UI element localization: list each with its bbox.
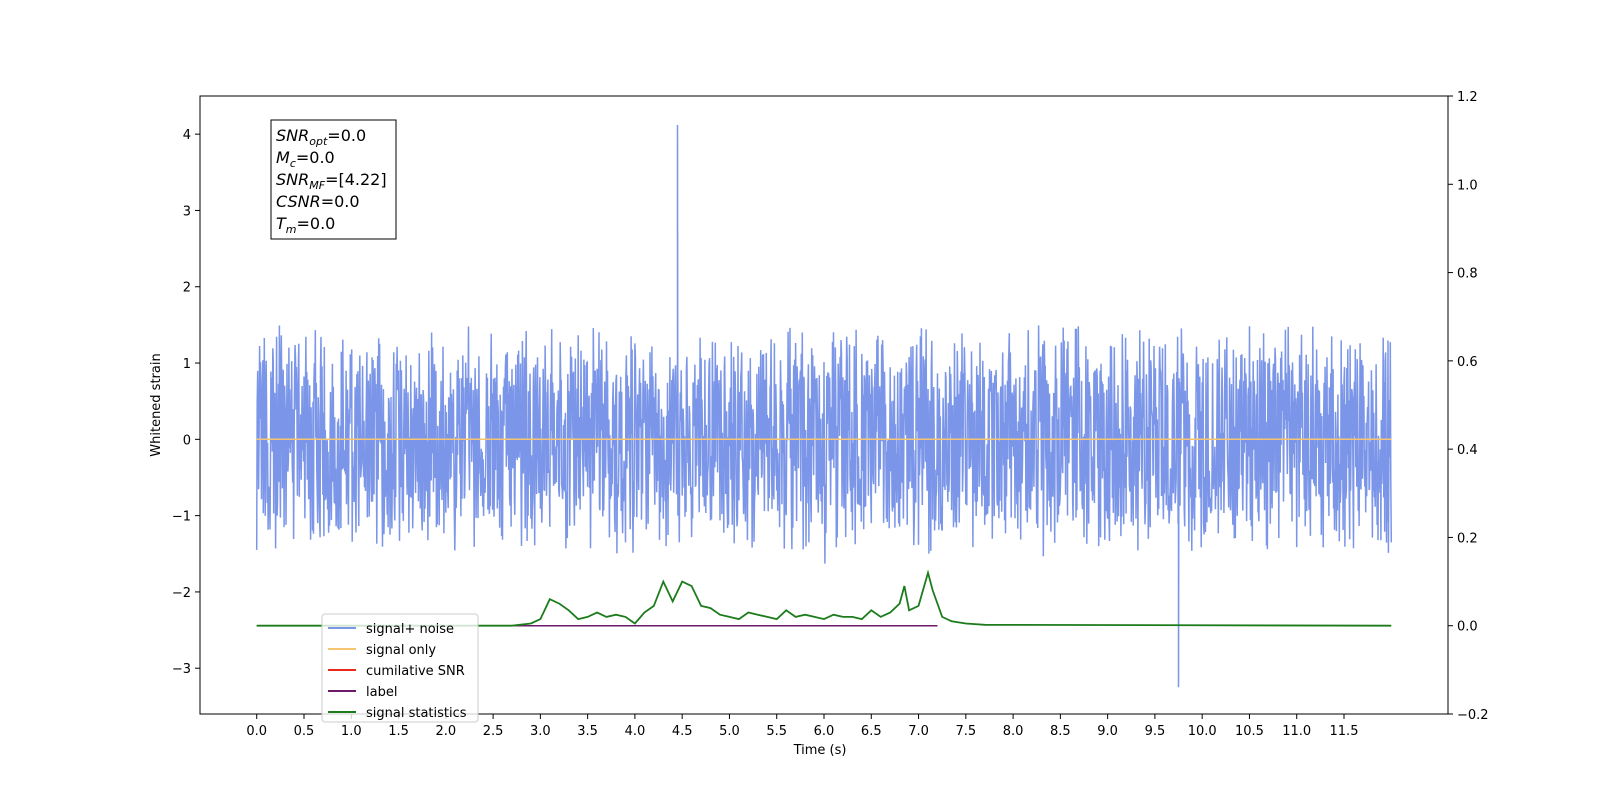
y2-tick-label: 0.0	[1457, 620, 1478, 635]
info-box-symbol: SNR	[276, 126, 309, 145]
info-box-frame	[270, 119, 397, 240]
y-tick-label: −3	[172, 662, 191, 677]
legend-entry-label: label	[366, 685, 397, 700]
info-box-line: CSNR=0.0	[276, 192, 360, 211]
x-tick-label: 7.5	[955, 724, 976, 739]
y-tick-label: 2	[183, 281, 191, 296]
info-box-value: =0.0	[297, 214, 336, 233]
info-box-symbol: SNR	[276, 170, 309, 189]
y-tick-label: 0	[183, 433, 191, 448]
info-box-subscript: opt	[309, 135, 328, 148]
legend-entry-label: signal statistics	[366, 706, 467, 721]
y2-tick-label: 1.2	[1457, 90, 1478, 105]
info-box-value: =0.0	[321, 192, 360, 211]
x-tick-label: 10.5	[1235, 724, 1264, 739]
signal-plus-noise-series	[255, 124, 1393, 688]
y2-tick-label: 1.0	[1457, 178, 1478, 193]
x-tick-label: 3.5	[577, 724, 598, 739]
y2-tick-label: 0.2	[1457, 531, 1478, 546]
x-tick-label: 1.0	[341, 724, 362, 739]
x-tick-label: 7.0	[908, 724, 929, 739]
x-tick-label: 2.5	[483, 724, 504, 739]
y-tick-label: 4	[183, 128, 191, 143]
y2-tick-label: 0.8	[1457, 267, 1478, 282]
info-box-line: Mc=0.0	[276, 148, 335, 170]
x-tick-label: 10.0	[1188, 724, 1217, 739]
info-box-line: Tm=0.0	[276, 214, 335, 236]
info-box-value: =[4.22]	[325, 170, 387, 189]
y2-tick-label: 0.6	[1457, 355, 1478, 370]
x-axis: 0.0 0.5 1.0 1.5 2.0 2.5 3.0 3.5 4.0 4.5 5.0 5.5 6.0 6…	[246, 714, 1358, 739]
x-tick-label: 9.5	[1145, 724, 1166, 739]
legend-entry-label: signal+ noise	[366, 622, 454, 637]
y-axis-right: 1.2 1.0 0.8 0.6 0.4 0.2 0.0 −0.2	[1448, 90, 1489, 723]
series-line-signal-statistics	[256, 569, 1392, 627]
x-tick-label: 0.0	[246, 724, 267, 739]
x-tick-label: 3.0	[530, 724, 551, 739]
legend-entry-label: signal only	[366, 643, 436, 658]
info-box-line: SNRMF=[4.22]	[276, 170, 387, 192]
x-tick-label: 6.5	[861, 724, 882, 739]
signal-plus-noise-line	[255, 124, 1393, 688]
x-tick-label: 5.5	[766, 724, 787, 739]
y-tick-label: 3	[183, 204, 191, 219]
x-tick-label: 4.5	[672, 724, 693, 739]
x-tick-label: 4.0	[625, 724, 646, 739]
info-box-value: =0.0	[327, 126, 366, 145]
info-box-line: SNRopt=0.0	[276, 126, 366, 148]
x-tick-label: 1.5	[388, 724, 409, 739]
x-axis-label: Time (s)	[793, 743, 847, 758]
legend-entry-label: cumilative SNR	[366, 664, 465, 679]
info-box-symbol: CSNR	[276, 192, 321, 211]
info-box: SNRopt=0.0Mc=0.0SNRMF=[4.22]CSNR=0.0Tm=0…	[270, 119, 397, 240]
info-box-symbol: M	[276, 148, 290, 167]
x-tick-label: 2.0	[435, 724, 456, 739]
x-tick-label: 0.5	[294, 724, 315, 739]
y-axis-left: 4 3 2 1 0 −1 −2 −3	[172, 128, 200, 677]
x-tick-label: 9.0	[1097, 724, 1118, 739]
x-tick-label: 6.0	[814, 724, 835, 739]
y-axis-label: Whitened strain	[149, 353, 164, 456]
x-tick-label: 5.0	[719, 724, 740, 739]
info-box-symbol: T	[276, 214, 287, 233]
y-tick-label: 1	[183, 357, 191, 372]
info-box-value: =0.0	[296, 148, 335, 167]
info-box-subscript: m	[286, 223, 297, 236]
x-tick-label: 8.0	[1003, 724, 1024, 739]
y2-tick-label: −0.2	[1457, 708, 1489, 723]
x-tick-label: 8.5	[1050, 724, 1071, 739]
y-tick-label: −2	[172, 586, 191, 601]
y-tick-label: −1	[172, 510, 191, 525]
info-box-subscript: MF	[309, 179, 325, 192]
legend-frame	[321, 613, 479, 723]
info-box-subscript: c	[290, 157, 296, 170]
y2-tick-label: 0.4	[1457, 443, 1478, 458]
legend: signal+ noise signal only cumilative SNR la…	[321, 613, 479, 723]
x-tick-label: 11.0	[1282, 724, 1311, 739]
x-tick-label: 11.5	[1330, 724, 1359, 739]
